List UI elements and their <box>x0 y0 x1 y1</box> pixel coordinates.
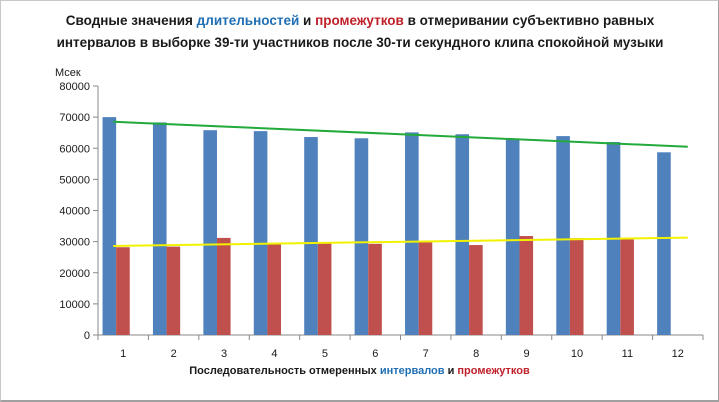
x-tick-label: 8 <box>473 348 479 360</box>
bar-series-2-cat-10 <box>569 238 584 335</box>
bar-series-1-cat-4 <box>253 131 268 335</box>
x-tick-labels: 1 2 3 4 5 6 7 8 9 10 11 12 <box>120 348 684 360</box>
x-tick-label: 2 <box>171 348 177 360</box>
x-tick-label: 4 <box>271 348 277 360</box>
y-tick-label: 40000 <box>59 206 90 218</box>
title-word-durations: длительностей <box>196 13 300 28</box>
trendline-2 <box>113 236 688 247</box>
x-tick-label: 12 <box>672 348 684 360</box>
y-axis-label: Мсек <box>55 67 81 79</box>
trendline-1 <box>113 120 688 148</box>
bar-series-2-cat-8 <box>469 245 483 335</box>
xlabel-word-gaps: промежутков <box>457 365 530 377</box>
xlabel-part-2: и <box>444 365 458 377</box>
xlabel-part-1: Последовательность отмеренных <box>189 365 380 377</box>
bar-series-1-cat-6 <box>354 138 369 335</box>
x-axis-label: Последовательность отмеренных интервалов… <box>0 365 719 377</box>
y-tick-label: 20000 <box>59 268 90 280</box>
bar-series-2-cat-5 <box>317 243 332 335</box>
bar-series-2-cat-4 <box>267 243 282 335</box>
bar-series-1-cat-8 <box>455 134 470 335</box>
bar-series-1-cat-1 <box>102 117 117 336</box>
y-tick-label: 70000 <box>59 112 90 124</box>
x-tick-label: 6 <box>372 348 378 360</box>
bar-series-2-cat-11 <box>620 239 634 335</box>
bar-series-1-cat-10 <box>556 136 570 335</box>
title-part-1: Сводные значения <box>65 13 197 28</box>
bar-series-2-cat-2 <box>166 246 181 335</box>
bar-series-2-cat-1 <box>116 247 130 335</box>
y-tick-label: 10000 <box>59 299 90 311</box>
y-tick-label: 50000 <box>59 174 90 186</box>
x-tick-label: 11 <box>622 348 633 360</box>
y-tick-labels: 0 10000 20000 30000 40000 50000 60000 70000 8000… <box>59 81 90 342</box>
bar-series-1-cat-5 <box>304 137 318 335</box>
x-tick-label: 5 <box>322 348 328 360</box>
bar-series-1-cat-12 <box>657 152 671 335</box>
bar-series-2-cat-6 <box>368 243 382 335</box>
y-tick-label: 80000 <box>59 81 90 93</box>
bar-series-2-cat-7 <box>418 242 433 335</box>
bar-series-2-cat-3 <box>216 237 231 335</box>
title-word-gaps: промежутков <box>315 13 404 28</box>
x-tick-label: 7 <box>423 348 429 360</box>
y-tick-label: 60000 <box>59 143 90 155</box>
bar-series-1-cat-2 <box>152 122 167 335</box>
y-tick-label: 0 <box>84 330 90 342</box>
x-tick-label: 10 <box>571 348 583 360</box>
x-tick-label: 3 <box>221 348 227 360</box>
bar-series-1-cat-9 <box>505 138 520 335</box>
title-part-2: и <box>299 13 316 28</box>
y-tick-label: 30000 <box>59 237 90 249</box>
x-tick-label: 1 <box>120 348 126 360</box>
bars <box>102 117 671 336</box>
x-tick-label: 9 <box>523 348 529 360</box>
chart-title: Сводные значения длительностей и промежу… <box>40 10 680 54</box>
axes <box>93 85 704 340</box>
bar-series-1-cat-3 <box>203 130 217 335</box>
title-part-3: в отмеривании субъективно равных интерва… <box>56 13 664 50</box>
trendlines <box>113 120 688 247</box>
bar-series-2-cat-9 <box>519 236 534 335</box>
bar-series-1-cat-7 <box>405 132 419 335</box>
xlabel-word-intervals: интервалов <box>379 365 445 377</box>
